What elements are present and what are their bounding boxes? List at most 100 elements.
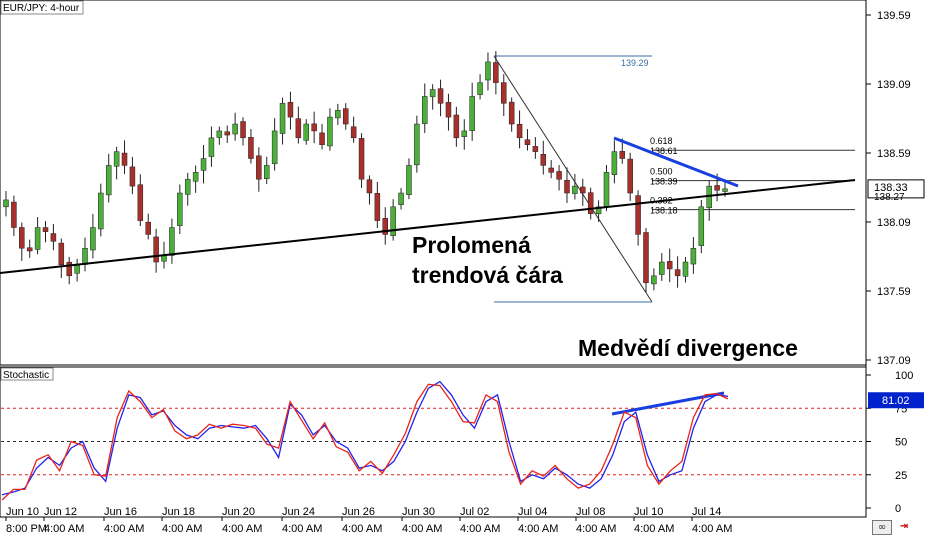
link-icon[interactable]: ∞ [872, 520, 892, 535]
candle-body [177, 192, 183, 226]
candle-body [627, 158, 633, 194]
candle-body [224, 131, 230, 136]
fib-ratio-label: 0.500 [650, 167, 673, 177]
candle-body [137, 184, 144, 221]
candle-body [437, 88, 444, 104]
candle-body [169, 227, 175, 256]
time-tick-label-time: 8:00 PM [6, 523, 47, 535]
candle-body [374, 193, 381, 221]
candle-body [445, 102, 452, 118]
candlesticks [3, 51, 728, 293]
candle-body [263, 165, 270, 179]
candle-body [398, 192, 404, 205]
price-panel [0, 0, 867, 366]
stochastic-tick-label: 0 [895, 503, 901, 515]
candle-body [453, 114, 460, 139]
time-tick-label-date: Jun 24 [282, 506, 315, 518]
close-arrow-icon[interactable]: ⇥ [899, 521, 909, 532]
candle-body [406, 165, 412, 196]
time-tick-label-date: Jul 08 [576, 506, 605, 518]
stochastic-tick-label: 50 [895, 437, 907, 449]
time-tick-label-time: 4:00 AM [162, 523, 202, 535]
candle-body [461, 130, 468, 137]
time-tick-label-date: Jun 10 [6, 506, 39, 518]
current-price-value: 138.33 [874, 182, 908, 194]
candle-body [50, 233, 57, 242]
candle-body [145, 221, 151, 235]
candle-body [240, 121, 246, 139]
time-tick-label-time: 4:00 AM [576, 523, 616, 535]
fib-high-label: 139.29 [621, 58, 649, 68]
candle-body [595, 206, 602, 215]
fib-price-label: 138.18 [650, 206, 678, 216]
time-tick-label-time: 4:00 AM [460, 523, 500, 535]
candle-body [714, 185, 720, 191]
candle-body [564, 180, 570, 194]
stochastic-divergence-line [611, 391, 725, 416]
time-tick-label-time: 4:00 AM [692, 523, 732, 535]
candle-body [422, 96, 428, 125]
candle-body [98, 192, 104, 230]
candle-body [643, 232, 649, 283]
candle-body [501, 82, 507, 104]
time-tick-label-time: 4:00 AM [518, 523, 558, 535]
candle-body [469, 96, 475, 131]
candle-body [651, 275, 657, 285]
candle-body [674, 269, 681, 277]
candle-body [485, 61, 491, 81]
candle-body [493, 62, 499, 83]
stochastic-value-badge [868, 392, 924, 409]
fib-diagonal [493, 55, 653, 303]
candle-body [279, 103, 286, 134]
candle-body [548, 167, 554, 173]
fib-price-label: 138.39 [650, 177, 678, 187]
candle-body [271, 130, 278, 165]
stochastic-series-line [1, 383, 729, 501]
candle-body [113, 151, 120, 167]
time-axis: Jun 10 8:00 PM Jun 12 4:00 AM Jun 16 4:00 AM J… [0, 506, 866, 535]
candle-body [572, 185, 578, 194]
candle-body [532, 146, 539, 152]
candle-body [105, 165, 112, 196]
time-tick-label-time: 4:00 AM [44, 523, 84, 535]
stochastic-title-label: Stochastic [3, 370, 49, 381]
candle-body [516, 123, 523, 139]
price-axis: 139.59 139.09 138.59 138.09 137.59 137.09 138.… [866, 10, 925, 367]
stochastic-lines [1, 380, 729, 501]
stochastic-value-label: 81.02 [882, 395, 910, 407]
candle-body [587, 192, 594, 214]
time-tick-label-date: Jul 14 [692, 506, 721, 518]
candle-body [327, 116, 333, 147]
candle-body [666, 261, 673, 270]
price-tick-label: 139.09 [877, 79, 911, 91]
price-tick-label: 138.59 [877, 148, 911, 160]
broken-trendline [0, 179, 856, 274]
time-tick-label-date: Jul 02 [460, 506, 489, 518]
time-tick-label-date: Jun 20 [222, 506, 255, 518]
candle-body [19, 227, 25, 249]
candle-body [619, 151, 626, 159]
time-tick-label-time: 4:00 AM [634, 523, 674, 535]
price-tick-label: 137.09 [877, 355, 911, 367]
candle-body [184, 178, 191, 195]
time-tick-label-date: Jun 16 [104, 506, 137, 518]
bearish-divergence-annotation: Medvědí divergence [578, 335, 798, 361]
current-price-secondary: 138.27 [874, 192, 905, 203]
chart-title-box [0, 0, 84, 15]
stochastic-tick-label: 100 [895, 370, 913, 382]
candle-body [659, 261, 665, 275]
candle-body [319, 132, 325, 145]
candle-body [382, 217, 389, 235]
candle-body [216, 130, 223, 138]
candle-body [350, 126, 357, 139]
time-tick-label-time: 4:00 AM [104, 523, 144, 535]
candle-body [200, 158, 207, 171]
time-tick-label-date: Jun 30 [402, 506, 435, 518]
fib-ratio-label: 0.618 [650, 136, 673, 146]
candle-body [3, 199, 9, 208]
candle-body [603, 172, 610, 208]
candle-body [26, 247, 33, 252]
